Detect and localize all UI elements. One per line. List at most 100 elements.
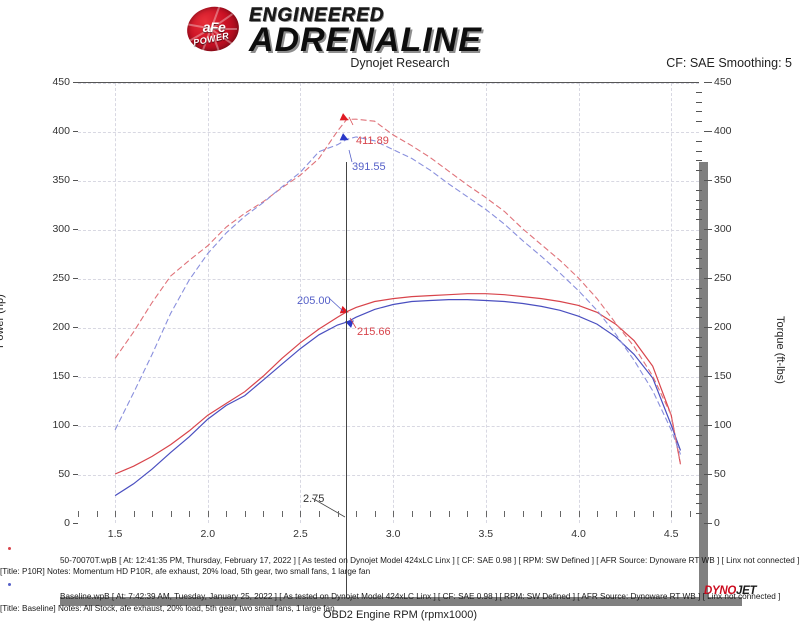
x-axis-minor-tick: [393, 511, 395, 517]
series-line: [114, 293, 682, 475]
y-axis-tick-label-right: 250: [714, 272, 732, 284]
cursor-marker-torque-baseline: [339, 133, 349, 141]
y-axis-minor-tick-right: [696, 209, 702, 211]
y-axis-tick-label-left: 300: [52, 223, 70, 235]
y-axis-minor-tick-right: [696, 101, 702, 103]
legend-marker-icon: [8, 583, 11, 587]
y-axis-minor-tick-right: [696, 219, 702, 221]
leader-power-modified: [349, 317, 357, 329]
y-axis-tick-mark-left: [73, 523, 78, 524]
y-axis-tick-mark-left: [73, 131, 78, 132]
y-axis-minor-tick-right: [696, 346, 702, 348]
x-axis-tick-label: 4.5: [663, 528, 679, 540]
x-axis-minor-tick: [615, 511, 617, 517]
leader-cursor: [311, 497, 346, 518]
x-axis-minor-tick: [559, 511, 561, 517]
y-axis-minor-tick-right: [696, 160, 702, 162]
chart-subtitle: Dynojet Research: [350, 56, 450, 70]
x-axis-minor-tick: [356, 511, 358, 517]
gridline-vertical: [485, 83, 487, 523]
x-axis-minor-tick: [115, 511, 117, 517]
gridline-vertical: [115, 83, 117, 523]
y-axis-tick-mark-right: [704, 474, 712, 475]
x-axis-minor-tick: [244, 511, 246, 517]
x-axis-minor-tick: [597, 511, 599, 517]
y-axis-minor-tick-right: [696, 483, 702, 485]
x-axis-tick-label: 4.0: [571, 528, 586, 540]
y-axis-tick-label-right: 100: [714, 419, 732, 431]
y-axis-minor-tick-right: [696, 248, 702, 250]
leader-power-baseline: [328, 297, 344, 312]
y-axis-tick-mark-right: [704, 327, 712, 328]
y-axis-minor-tick-right: [696, 111, 702, 113]
cursor-marker-torque-modified: [339, 113, 349, 121]
dynojet-logo-jet: JET: [736, 585, 757, 597]
cursor-line[interactable]: [346, 162, 347, 603]
correction-factor-label: CF: SAE Smoothing: 5: [666, 56, 792, 70]
gridline-horizontal: [78, 426, 699, 427]
y-axis-minor-tick-right: [696, 395, 702, 397]
leader-torque-modified: [348, 116, 354, 126]
y-axis-minor-tick-right: [696, 91, 702, 93]
y-axis-tick-label-right: 300: [714, 223, 732, 235]
y-axis-tick-mark-left: [73, 327, 78, 328]
x-axis-minor-tick: [467, 511, 469, 517]
y-axis-minor-tick-right: [696, 405, 702, 407]
x-axis-tick-label: 3.5: [478, 528, 494, 540]
legend-item[interactable]: 50-70070T.wpB [ At: 12:41:35 PM, Thursda…: [0, 543, 800, 578]
y-axis-tick-mark-right: [704, 523, 712, 524]
y-axis-tick-mark-right: [704, 425, 712, 426]
y-axis-tick-label-right: 450: [714, 76, 732, 88]
x-axis-minor-tick: [689, 511, 691, 517]
y-axis-minor-tick-right: [696, 366, 702, 368]
gridline-vertical: [393, 83, 395, 523]
y-axis-tick-mark-left: [73, 82, 78, 83]
y-axis-tick-mark-right: [704, 229, 712, 230]
y-axis-label-right: Torque (ft-lbs): [774, 316, 786, 384]
series-line: [114, 118, 682, 465]
afe-power-adrenaline-logo: aFe POWER ENGINEERED ADRENALINE: [182, 2, 482, 57]
y-axis-minor-tick-right: [696, 385, 702, 387]
adrenaline-wordmark-group: ENGINEERED ADRENALINE: [249, 5, 482, 57]
y-axis-tick-label-left: 150: [52, 370, 70, 382]
y-axis-minor-tick-right: [696, 199, 702, 201]
x-axis-minor-tick: [263, 511, 265, 517]
y-axis-minor-tick-right: [696, 297, 702, 299]
gridline-horizontal: [78, 181, 699, 182]
engineered-text: ENGINEERED: [249, 5, 385, 26]
y-axis-minor-tick-right: [696, 434, 702, 436]
plot-area: [78, 82, 699, 523]
y-axis-minor-tick-right: [696, 258, 702, 260]
x-axis-minor-tick: [541, 511, 543, 517]
y-axis-tick-label-left: 50: [58, 468, 70, 480]
series-line: [114, 136, 682, 455]
y-axis-tick-label-left: 100: [52, 419, 70, 431]
y-axis-tick-mark-left: [73, 425, 78, 426]
annotation-torque-modified: 411.89: [356, 135, 389, 147]
leader-torque-baseline: [348, 149, 353, 163]
x-axis-minor-tick: [430, 511, 432, 517]
legend-item[interactable]: Baseline.wpB [ At: 7:42:39 AM, Tuesday, …: [0, 580, 800, 615]
y-axis-tick-mark-right: [704, 180, 712, 181]
y-axis-minor-tick-right: [696, 503, 702, 505]
y-axis-tick-label-right: 350: [714, 174, 732, 186]
x-axis-minor-tick: [337, 511, 339, 517]
y-axis-minor-tick-right: [696, 415, 702, 417]
dynojet-logo: DYNOJET: [704, 585, 757, 597]
y-axis-minor-tick-right: [696, 189, 702, 191]
y-axis-tick-label-right: 200: [714, 321, 732, 333]
y-axis-tick-mark-left: [73, 278, 78, 279]
gridline-vertical: [207, 83, 209, 523]
gridline-horizontal: [78, 83, 699, 84]
y-axis-minor-tick-right: [696, 317, 702, 319]
gridline-horizontal: [78, 279, 699, 280]
y-axis-minor-tick-right: [696, 238, 702, 240]
y-axis-minor-tick-right: [696, 336, 702, 338]
x-axis-minor-tick: [318, 511, 320, 517]
dynojet-logo-dyno: DYNO: [704, 585, 737, 597]
y-axis-tick-label-left: 250: [52, 272, 70, 284]
right-axis-bar: [699, 162, 708, 606]
y-axis-minor-tick-right: [696, 287, 702, 289]
afe-power-badge-icon: aFe POWER: [182, 2, 244, 56]
y-axis-tick-label-left: 200: [52, 321, 70, 333]
